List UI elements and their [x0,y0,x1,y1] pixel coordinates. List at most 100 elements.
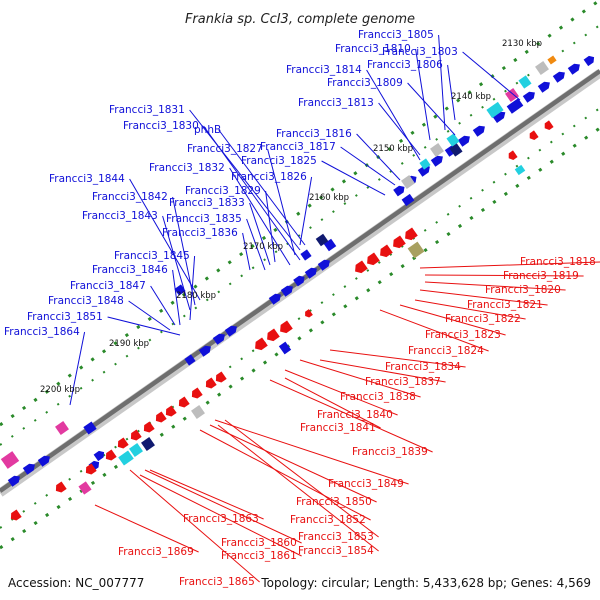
forward-gene-label: Francci3_1832 [149,162,225,174]
forward-gene-label: Francci3_1833 [169,197,245,209]
inner-tick-line [0,126,600,550]
gene-feature-box [518,75,532,89]
reverse-leader-line [94,504,199,553]
forward-gene-arrow [417,165,430,177]
forward-gene-label: Francci3_1827 [187,143,263,155]
reverse-gene-arrow [544,120,554,130]
forward-gene-arrow [212,333,225,345]
forward-gene-label: Francci3_1825 [241,155,317,167]
reverse-gene-label: Francci3_1819 [503,270,579,282]
forward-leader-line [246,218,266,271]
reverse-gene-arrow [529,130,539,140]
reverse-gene-arrow [105,449,117,461]
forward-leader-line [415,48,431,141]
reverse-gene-label: Francci3_1840 [317,409,393,421]
forward-gene-label: Francci3_1805 [358,29,434,41]
forward-gene-label: Francci3_1845 [114,250,190,262]
gene-feature-box [419,158,431,170]
gene-feature-box [191,405,205,419]
gene-feature-box [129,443,143,457]
forward-gene-label: Francci3_1813 [298,97,374,109]
reverse-gene-label: Francci3_1822 [445,313,521,325]
label-leader-lines [69,34,600,583]
reverse-gene-label: Francci3_1865 [179,576,255,588]
gene-feature-box [315,233,329,247]
forward-leader-line [203,125,301,261]
position-label: 2150 kbp [373,144,413,154]
forward-gene-label: Francci3_1844 [49,173,125,185]
gene-feature-box [174,284,186,296]
forward-gene-label: Francci3_1809 [327,77,403,89]
reverse-gene-arrow [178,396,190,408]
reverse-gene-label: Francci3_1861 [221,550,297,562]
gene-feature-box [83,421,97,435]
forward-gene-arrow [88,460,100,472]
forward-gene-label: Francci3_1826 [231,171,307,183]
forward-gene-arrow [293,275,305,287]
reverse-gene-arrow [155,411,167,423]
gene-feature-box [141,437,155,451]
reverse-gene-arrow [280,320,293,334]
forward-leader-line [378,102,421,156]
reverse-gene-arrow [508,150,518,160]
forward-gene-label: Francci3_1810 [335,43,411,55]
accession-text: Accession: NC_007777 [8,576,144,590]
reverse-leader-line [284,369,398,416]
reverse-gene-label: Francci3_1850 [296,496,372,508]
forward-gene-label: Francci3_1836 [162,227,238,239]
forward-leader-line [340,146,396,186]
reverse-gene-label: Francci3_1863 [183,513,259,525]
reverse-gene-label: Francci3_1860 [221,537,297,549]
reverse-gene-label: Francci3_1869 [118,546,194,558]
forward-leader-line [447,64,456,121]
outer-tick-line [0,24,600,446]
forward-leader-line [267,148,296,256]
reverse-leader-line [139,474,302,557]
reverse-gene-arrow [393,235,406,249]
reverse-leader-line [217,424,379,552]
position-label: 2160 kbp [309,193,349,203]
reverse-leader-line [379,309,489,352]
position-label: 2170 kbp [243,242,283,252]
forward-gene-label: Francci3_1803 [382,46,458,58]
gene-feature-box [449,143,463,157]
position-label: 2140 kbp [451,92,491,102]
gene-feature-box [505,88,519,102]
reverse-gene-arrow [55,481,67,493]
forward-gene-arrow [37,455,50,467]
reverse-gene-label: Francci3_1838 [340,391,416,403]
forward-gene-arrow [522,91,535,103]
forward-leader-line [366,69,421,161]
forward-gene-label: phhB [194,124,221,136]
gene-feature-box [506,98,524,114]
reverse-leader-line [149,469,264,520]
reverse-gene-label: Francci3_1834 [385,361,461,373]
reverse-gene-label: Francci3_1841 [300,422,376,434]
gene-feature-box [486,101,504,119]
forward-leader-line [189,255,196,321]
forward-gene-arrow [224,325,237,337]
forward-leader-line [242,232,251,271]
reverse-leader-line [144,469,302,544]
forward-gene-label: Francci3_1847 [70,280,146,292]
forward-leader-line [229,167,291,266]
reverse-gene-label: Francci3_1852 [290,514,366,526]
forward-gene-arrow [537,81,550,93]
reverse-leader-line [224,419,379,538]
position-label: 2200 kbp [40,385,80,395]
forward-gene-label: Francci3_1817 [260,141,336,153]
reverse-leader-line [419,289,548,306]
gene-feature-box [430,143,444,157]
reverse-gene-arrow [367,252,380,266]
reverse-gene-label: Francci3_1823 [425,329,501,341]
reverse-gene-arrow [117,437,129,449]
forward-leader-line [218,129,306,246]
forward-leader-line [356,133,401,181]
inner-tick-track [0,107,600,550]
reverse-leader-line [269,379,433,453]
position-labels: 2130 kbp 2140 kbp 2150 kbp 2160 kbp 2170 kbp… [40,39,542,395]
reverse-leader-line [319,359,446,383]
forward-leader-line [107,316,181,336]
